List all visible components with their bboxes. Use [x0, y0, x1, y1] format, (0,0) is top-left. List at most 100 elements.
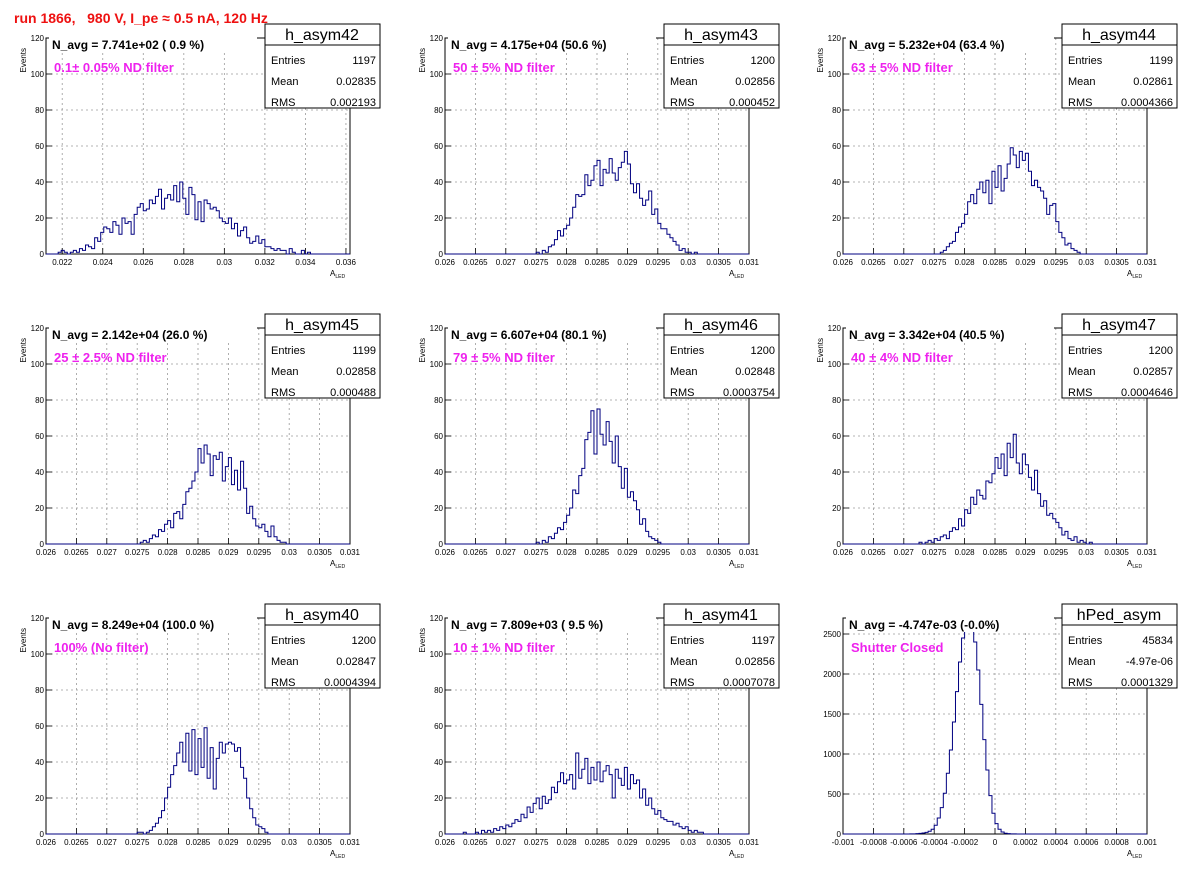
x-tick-label: 0.001 — [1137, 838, 1158, 847]
histogram-panel-hPed_asym: -0.001 -0.0008 -0.0006 -0.0004 -0.0002 0 0.000… — [823, 603, 1178, 860]
y-axis-title: Events — [418, 338, 427, 362]
stats-label-rms: RMS — [1068, 387, 1092, 399]
stats-value-rms: 0.000488 — [330, 387, 376, 399]
stats-value-mean: 0.02861 — [1133, 76, 1173, 88]
y-axis-title: Events — [816, 48, 825, 72]
histogram-series — [445, 752, 749, 835]
x-tick-label: 0.027 — [894, 548, 915, 557]
y-tick-label: 40 — [832, 468, 841, 477]
y-tick-label: 0 — [439, 540, 444, 549]
navg-label: N_avg = 6.607e+04 (80.1 %) — [451, 328, 606, 342]
x-tick-label: 0.028 — [557, 838, 578, 847]
filter-annotation: 0.1± 0.05% ND filter — [54, 60, 174, 75]
y-tick-label: 60 — [35, 432, 44, 441]
y-tick-label: 100 — [828, 70, 842, 79]
stats-value-entries: 1197 — [751, 635, 775, 647]
x-tick-label: 0.0305 — [307, 838, 332, 847]
x-tick-label: -0.0006 — [890, 838, 918, 847]
x-tick-label: 0.029 — [218, 838, 239, 847]
filter-annotation: Shutter Closed — [851, 640, 944, 655]
y-axis-title: Events — [19, 48, 28, 72]
y-tick-label: 1000 — [823, 750, 841, 759]
x-axis-title: ALED — [1127, 559, 1142, 570]
x-tick-label: 0.0295 — [646, 258, 671, 267]
y-tick-label: 100 — [828, 360, 842, 369]
x-tick-label: 0.03 — [281, 838, 297, 847]
y-tick-label: 20 — [35, 504, 44, 513]
filter-annotation: 79 ± 5% ND filter — [453, 350, 555, 365]
x-tick-label: 0.028 — [158, 838, 179, 847]
histogram-series — [445, 150, 749, 255]
stats-label-mean: Mean — [271, 76, 299, 88]
filter-annotation: 100% (No filter) — [54, 640, 149, 655]
y-tick-label: 60 — [35, 142, 44, 151]
y-tick-label: 2500 — [823, 630, 841, 639]
histogram-name: h_asym44 — [1082, 27, 1156, 44]
x-tick-label: 0.0265 — [64, 548, 89, 557]
x-axis-title: ALED — [729, 559, 744, 570]
x-tick-label: 0.031 — [1137, 548, 1158, 557]
x-axis-title: ALED — [330, 559, 345, 570]
histogram-name: h_asym46 — [684, 317, 758, 334]
x-tick-label: 0.03 — [1078, 548, 1094, 557]
y-tick-label: 120 — [828, 324, 842, 333]
x-tick-label: 0.0305 — [706, 838, 731, 847]
x-axis-title: ALED — [729, 849, 744, 860]
x-axis-title: ALED — [1127, 269, 1142, 280]
navg-background — [448, 616, 656, 632]
stats-label-rms: RMS — [670, 97, 694, 109]
stats-box — [264, 313, 381, 399]
x-tick-label: 0.0265 — [463, 838, 488, 847]
histogram-series — [843, 617, 1147, 835]
x-tick-label: 0.0275 — [524, 838, 549, 847]
stats-label-entries: Entries — [271, 345, 306, 357]
x-tick-label: 0.029 — [617, 838, 638, 847]
y-tick-label: 0 — [40, 830, 45, 839]
x-tick-label: 0.03 — [281, 548, 297, 557]
x-tick-label: 0.032 — [255, 258, 276, 267]
stats-value-entries: 1200 — [751, 55, 775, 67]
x-tick-label: 0.034 — [295, 258, 316, 267]
y-tick-label: 120 — [31, 34, 45, 43]
x-axis-title-main: A — [330, 849, 336, 858]
x-axis-title-main: A — [1127, 849, 1133, 858]
y-tick-label: 20 — [832, 504, 841, 513]
filter-annotation: 40 ± 4% ND filter — [851, 350, 953, 365]
x-tick-label: 0.026 — [133, 258, 154, 267]
x-tick-label: 0.0275 — [524, 548, 549, 557]
y-tick-label: 20 — [35, 214, 44, 223]
x-tick-label: 0.0275 — [125, 548, 150, 557]
y-tick-label: 40 — [35, 468, 44, 477]
x-tick-label: 0.029 — [617, 258, 638, 267]
x-axis-title-main: A — [330, 269, 336, 278]
stats-value-entries: 1199 — [1149, 55, 1173, 67]
navg-background — [448, 326, 656, 342]
x-tick-label: 0.03 — [680, 838, 696, 847]
x-tick-label: 0.029 — [1015, 548, 1036, 557]
x-tick-label: 0.03 — [680, 258, 696, 267]
histogram-name: h_asym47 — [1082, 317, 1156, 334]
stats-value-entries: 1200 — [751, 345, 775, 357]
x-tick-label: 0.031 — [739, 258, 760, 267]
x-tick-label: 0.028 — [174, 258, 195, 267]
x-tick-label: 0.0305 — [1104, 548, 1129, 557]
y-tick-label: 40 — [434, 178, 443, 187]
y-tick-label: 100 — [31, 360, 45, 369]
y-tick-label: 60 — [434, 432, 443, 441]
y-tick-label: 40 — [434, 468, 443, 477]
stats-label-mean: Mean — [670, 656, 698, 668]
x-tick-label: 0.028 — [955, 548, 976, 557]
x-axis-title: ALED — [1127, 849, 1142, 860]
x-tick-label: 0.03 — [680, 548, 696, 557]
x-tick-label: 0.031 — [739, 838, 760, 847]
navg-background — [49, 36, 257, 52]
navg-background — [846, 616, 1054, 632]
x-axis-title-sub: LED — [734, 274, 744, 280]
y-tick-label: 40 — [434, 758, 443, 767]
y-axis-title: Events — [19, 338, 28, 362]
stats-value-rms: 0.0004646 — [1121, 387, 1173, 399]
stats-value-mean: -4.97e-06 — [1126, 656, 1173, 668]
stats-label-entries: Entries — [670, 345, 705, 357]
y-tick-label: 80 — [832, 106, 841, 115]
x-tick-label: 0.022 — [52, 258, 73, 267]
